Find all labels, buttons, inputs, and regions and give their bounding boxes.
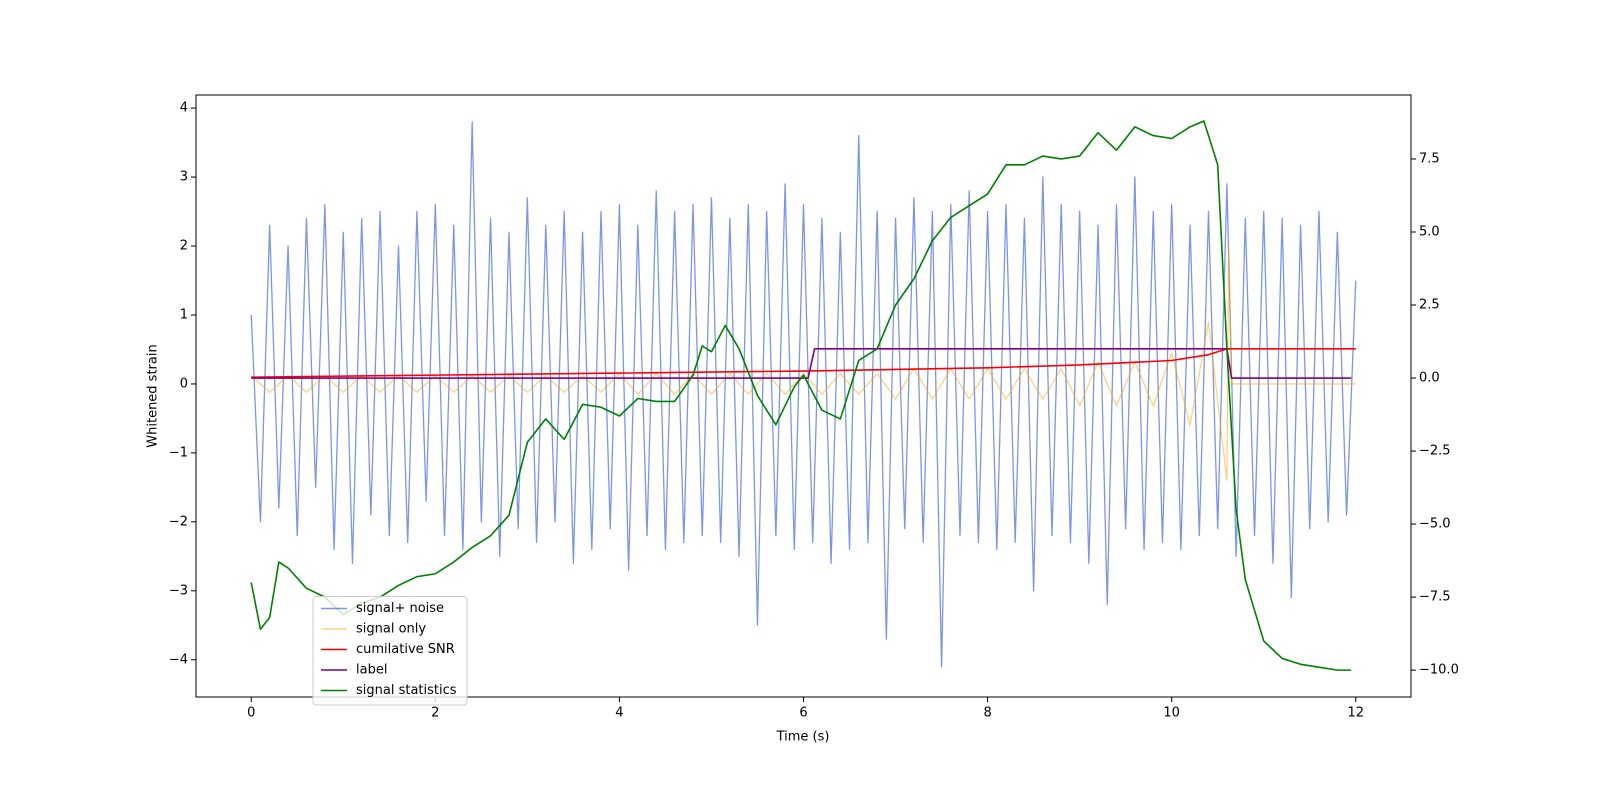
x-tick-label: 10 — [1163, 706, 1180, 721]
y2-tick-label: 2.5 — [1419, 298, 1440, 313]
y2-tick-label: −7.5 — [1419, 590, 1451, 605]
legend: signal+ noise signal only cumilative SNR la… — [312, 596, 468, 706]
legend-box — [312, 596, 468, 706]
legend-label: signal+ noise — [356, 601, 444, 616]
y-tick-label: 1 — [180, 307, 188, 322]
y-tick-label: 2 — [180, 239, 188, 254]
x-tick-label: 6 — [799, 706, 807, 721]
x-tick-label: 8 — [983, 706, 991, 721]
y2-tick-label: −2.5 — [1419, 444, 1451, 459]
y2-tick-label: 7.5 — [1419, 151, 1440, 166]
x-tick-label: 12 — [1347, 706, 1364, 721]
y-tick-label: −2 — [169, 514, 188, 529]
y-axis-label: Whitened strain — [146, 344, 161, 447]
y-tick-label: −4 — [169, 652, 188, 667]
series-line — [251, 348, 1352, 379]
series-line — [251, 348, 1356, 378]
x-tick-label: 4 — [615, 706, 623, 721]
x-tick-label: 2 — [431, 706, 439, 721]
legend-label: cumilative SNR — [356, 642, 455, 657]
y2-tick-label: −10.0 — [1419, 663, 1459, 678]
x-axis-label: Time (s) — [776, 730, 830, 745]
y2-tick-label: −5.0 — [1419, 517, 1451, 532]
legend-label: signal statistics — [356, 683, 457, 698]
series-line — [250, 120, 1352, 671]
x-tick-label: 0 — [247, 706, 255, 721]
y2-tick-label: 5.0 — [1419, 224, 1440, 239]
y-tick-label: −1 — [169, 445, 188, 460]
legend-label: signal only — [356, 622, 426, 637]
y-tick-label: 3 — [180, 170, 188, 185]
y-tick-label: −3 — [169, 583, 188, 598]
y-tick-label: 4 — [180, 101, 188, 116]
y-tick-label: 0 — [180, 376, 188, 391]
series-line — [250, 121, 1357, 668]
series-line — [250, 245, 1356, 482]
legend-label: label — [356, 663, 387, 678]
y2-tick-label: 0.0 — [1419, 371, 1440, 386]
